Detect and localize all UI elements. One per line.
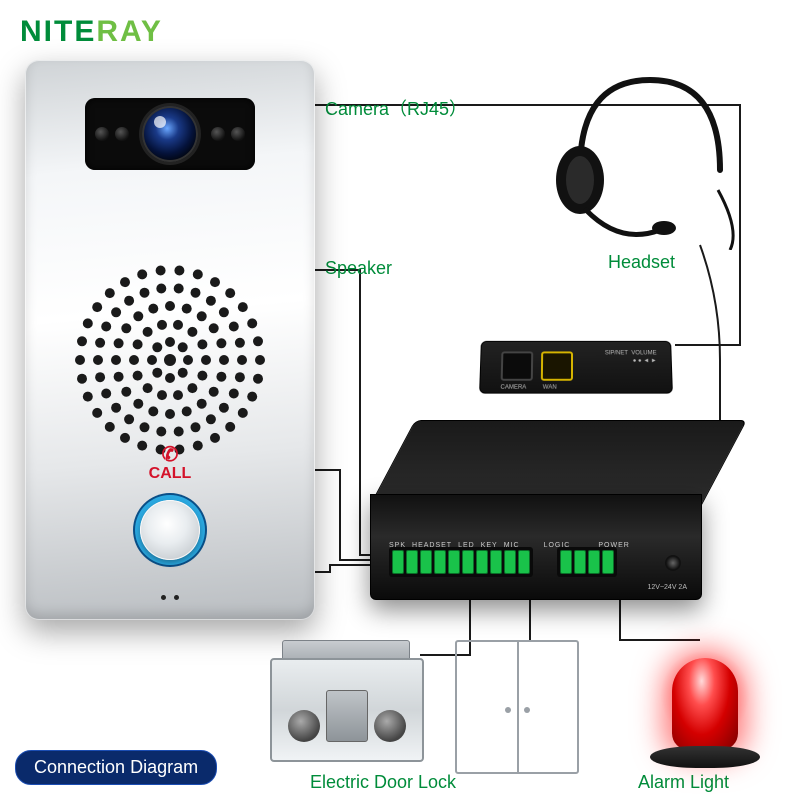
controller-front: SPK HEADSET LED KEY MIC LOGIC POWER 12V~… (370, 494, 702, 600)
controller-box: SPK HEADSET LED KEY MIC LOGIC POWER 12V~… (370, 420, 700, 600)
diagram-title: Connection Diagram (15, 750, 217, 785)
terminal-block (389, 547, 533, 577)
diagram-canvas: NITERAY Camera（RJ45） Speaker Button/Led … (0, 0, 800, 800)
call-label: ✆ CALL (149, 445, 192, 483)
camera-lens-icon (142, 106, 198, 162)
rear-wan-label: WAN (543, 385, 557, 391)
label-headset: Headset (608, 252, 675, 273)
brand-logo: NITERAY (20, 15, 163, 49)
ir-led-icon (95, 127, 109, 141)
power-spec: 12V~24V 2A (647, 584, 687, 591)
ir-led-icon (115, 127, 129, 141)
label-speaker: Speaker (325, 258, 392, 279)
terminal-block (557, 547, 617, 577)
label-camera: Camera（RJ45） (325, 95, 467, 121)
brand-part2: RAY (96, 15, 163, 48)
mic-holes-icon (161, 595, 179, 600)
call-text: CALL (149, 465, 192, 482)
speaker-grille-icon: // noop placeholder – holes generated be… (70, 260, 270, 460)
camera-module (85, 98, 255, 170)
headset-icon (540, 60, 750, 250)
phone-icon: ✆ (149, 445, 192, 465)
alarm-light-icon (640, 630, 770, 780)
ir-led-icon (211, 127, 225, 141)
rj45-wan-port-icon (541, 351, 573, 380)
controller-rear: SIP/NET VOLUME● ● ◄ ► CAMERA WAN (479, 341, 673, 394)
door-lock-icon (270, 640, 420, 770)
terminal-blocks (389, 547, 617, 577)
rj45-port-icon (501, 351, 534, 380)
dc-power-jack-icon (665, 555, 681, 571)
rear-port-labels: SIP/NET VOLUME● ● ◄ ► (605, 350, 657, 366)
brand-part1: NITE (20, 15, 96, 48)
ir-led-icon (231, 127, 245, 141)
intercom-panel: // noop placeholder – holes generated be… (25, 60, 315, 620)
call-button[interactable] (140, 500, 200, 560)
controller-top (370, 420, 747, 505)
door-icon (455, 640, 579, 774)
label-lock: Electric Door Lock (310, 772, 456, 793)
rear-cam-label: CAMERA (500, 385, 526, 391)
